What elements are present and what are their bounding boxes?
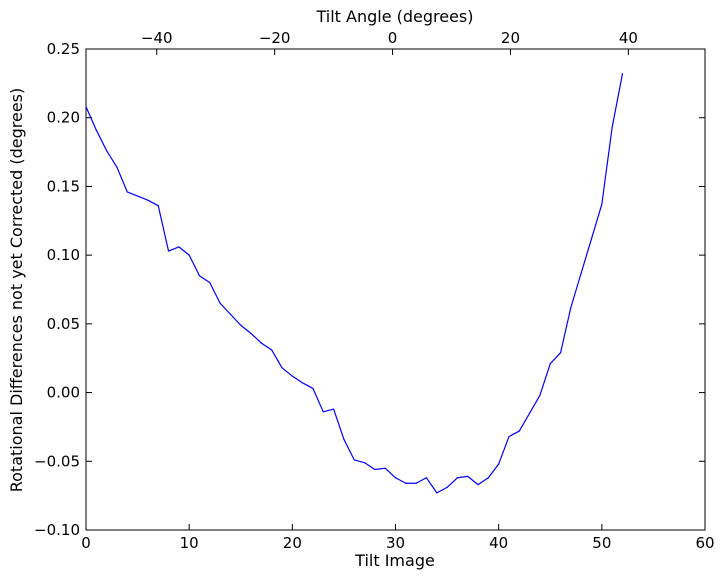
y-tick-label: −0.10: [34, 521, 80, 539]
plot-frame: [85, 48, 706, 531]
top-tick-label: −40: [141, 29, 173, 47]
data-point: [487, 477, 489, 479]
data-point: [178, 246, 180, 248]
data-point: [147, 199, 149, 201]
x-axis-title: Tilt Image: [354, 551, 435, 570]
data-point: [621, 73, 624, 75]
data-point: [467, 475, 469, 478]
y-tick-label: 0.00: [47, 384, 80, 402]
x-tick-label: 0: [81, 534, 91, 552]
data-point: [477, 484, 479, 486]
y-tick-label: 0.05: [47, 315, 80, 333]
data-point: [446, 486, 448, 488]
y-axis-title: Rotational Differences not yet Corrected…: [7, 88, 26, 493]
data-point: [394, 477, 397, 479]
data-point: [322, 411, 324, 413]
data-point: [518, 430, 520, 432]
data-point: [549, 363, 551, 365]
y-tick-label: 0.15: [47, 177, 80, 195]
data-point: [229, 313, 232, 315]
y-tick-label: −0.05: [34, 452, 80, 470]
data-point: [312, 387, 314, 390]
data-point: [271, 349, 273, 351]
x-tick-label: 60: [695, 534, 714, 552]
data-point: [240, 324, 242, 326]
data-point: [167, 250, 170, 252]
data-point: [529, 412, 531, 414]
data-point: [106, 150, 108, 152]
data-point: [415, 482, 417, 484]
top-tick-label: −20: [259, 29, 291, 47]
data-point: [209, 282, 211, 284]
data-point: [291, 375, 293, 377]
data-point: [374, 468, 376, 471]
data-point: [260, 342, 262, 344]
data-point: [353, 459, 355, 461]
data-point: [281, 367, 283, 369]
data-point: [590, 238, 593, 240]
x-tick-label: 10: [180, 534, 199, 552]
y-tick-label: 0.20: [47, 109, 80, 127]
data-point: [116, 166, 118, 168]
x-tick-label: 20: [283, 534, 302, 552]
data-point: [302, 382, 304, 384]
data-point: [559, 352, 562, 354]
data-point: [157, 205, 159, 207]
data-point: [539, 394, 541, 396]
data-point: [198, 275, 201, 277]
data-point: [188, 254, 190, 256]
data-point: [250, 332, 252, 335]
data-point: [95, 129, 97, 131]
data-point: [498, 463, 500, 465]
top-tick-label: 40: [619, 29, 638, 47]
data-point: [363, 462, 366, 464]
data-point: [333, 408, 335, 410]
top-tick-label: 0: [388, 29, 398, 47]
data-point: [219, 302, 221, 304]
data-point: [126, 191, 128, 193]
x-tick-label: 40: [489, 534, 508, 552]
data-point: [136, 195, 139, 197]
top-axis-title: Tilt Angle (degrees): [315, 7, 473, 26]
data-point: [611, 126, 613, 128]
data-point: [405, 482, 407, 484]
data-point: [456, 477, 458, 479]
data-point: [384, 467, 386, 469]
data-point: [343, 438, 345, 440]
series-line: [85, 73, 624, 494]
data-point: [436, 492, 438, 494]
data-point: [425, 477, 428, 479]
data-point: [508, 435, 510, 438]
y-tick-label: 0.10: [47, 246, 80, 264]
y-tick-label: 0.25: [47, 40, 80, 58]
x-tick-label: 30: [386, 534, 405, 552]
data-point: [601, 203, 603, 205]
data-point: [570, 306, 572, 308]
data-point: [85, 106, 87, 108]
x-tick-label: 50: [592, 534, 611, 552]
data-point: [580, 272, 582, 274]
top-tick-label: 20: [501, 29, 520, 47]
